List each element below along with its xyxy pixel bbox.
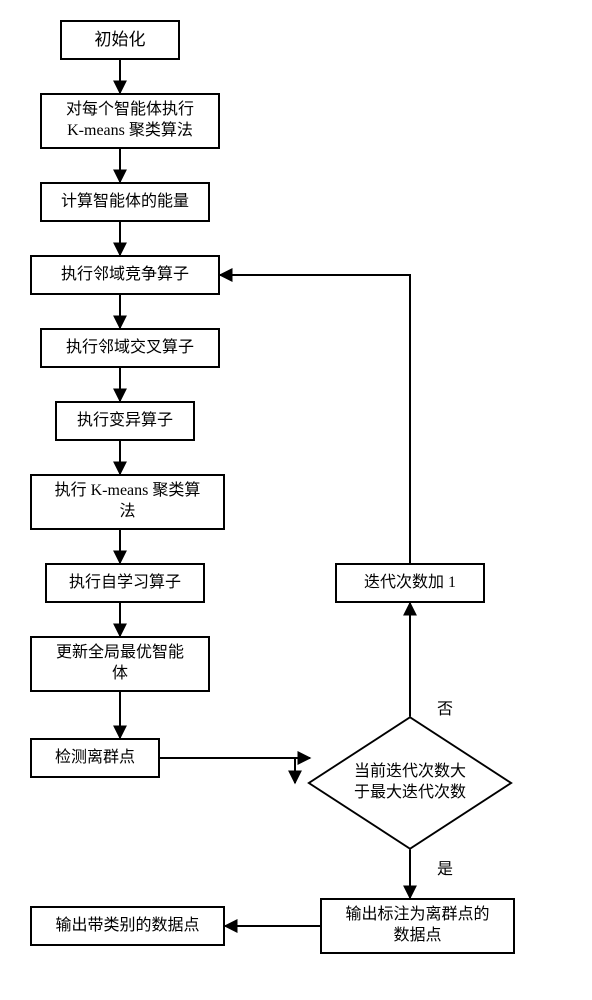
node-output-labeled: 输出带类别的数据点 [30, 906, 225, 946]
node-label: 初始化 [95, 29, 146, 51]
edge-label-no: 否 [435, 695, 455, 719]
node-label: 执行自学习算子 [69, 573, 181, 594]
node-label: 执行 K-means 聚类算 法 [55, 481, 201, 523]
node-mutation: 执行变异算子 [55, 401, 195, 441]
node-update-global: 更新全局最优智能 体 [30, 636, 210, 692]
node-label: 执行变异算子 [77, 411, 173, 432]
node-init: 初始化 [60, 20, 180, 60]
node-neighbor-cross: 执行邻域交叉算子 [40, 328, 220, 368]
node-label: 对每个智能体执行 K-means 聚类算法 [66, 100, 194, 142]
node-label: 执行邻域竞争算子 [61, 265, 189, 286]
node-kmeans: 执行 K-means 聚类算 法 [30, 474, 225, 530]
node-label: 执行邻域交叉算子 [66, 338, 194, 359]
node-energy: 计算智能体的能量 [40, 182, 210, 222]
edge-label-text: 是 [437, 861, 453, 878]
node-label: 计算智能体的能量 [61, 192, 189, 213]
edge-label-yes: 是 [435, 855, 455, 879]
node-label: 输出带类别的数据点 [55, 916, 199, 937]
decision-max-iter: 当前迭代次数大 于最大迭代次数 [295, 723, 525, 843]
edge-label-text: 否 [437, 701, 453, 718]
node-output-outliers: 输出标注为离群点的 数据点 [320, 898, 515, 954]
node-label: 检测离群点 [55, 748, 135, 769]
node-detect-outlier: 检测离群点 [30, 738, 160, 778]
node-label: 更新全局最优智能 体 [56, 643, 184, 685]
node-self-learn: 执行自学习算子 [45, 563, 205, 603]
node-neighbor-compete: 执行邻域竞争算子 [30, 255, 220, 295]
node-iter-plus-one: 迭代次数加 1 [335, 563, 485, 603]
node-label: 输出标注为离群点的 数据点 [345, 905, 489, 947]
node-label: 迭代次数加 1 [364, 573, 456, 594]
decision-label: 当前迭代次数大 于最大迭代次数 [295, 762, 525, 804]
node-kmeans-each: 对每个智能体执行 K-means 聚类算法 [40, 93, 220, 149]
